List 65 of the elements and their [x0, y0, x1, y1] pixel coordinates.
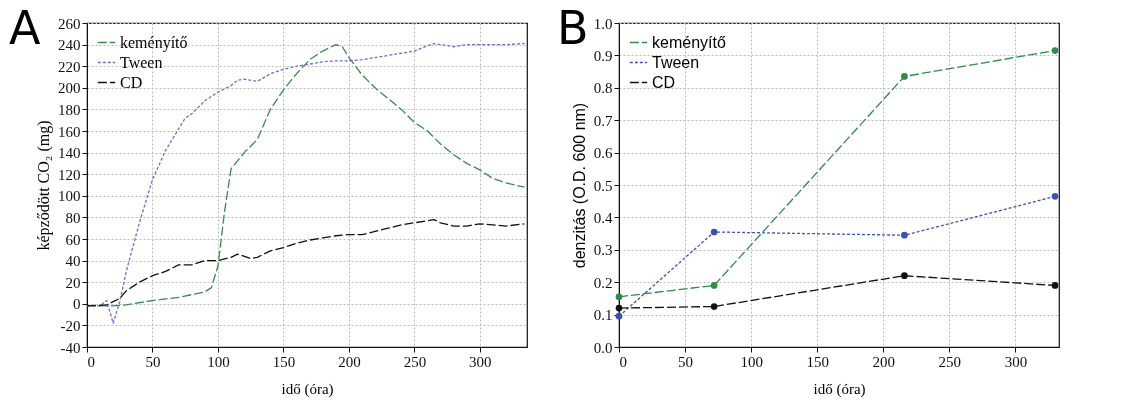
y-tick-label: 0.5	[593, 177, 613, 194]
x-tick-label: 0	[619, 353, 627, 370]
legend-label: keményítő	[120, 33, 188, 52]
y-tick-label: 0.4	[593, 209, 613, 226]
point	[615, 293, 623, 301]
point	[710, 282, 718, 289]
y-tick-label: 0.7	[593, 112, 613, 129]
y-tick-label: 0.3	[593, 242, 613, 259]
x-tick-label: 150	[272, 353, 296, 370]
x-tick-label: 200	[872, 353, 896, 370]
x-tick-label: 300	[469, 353, 492, 370]
point	[901, 272, 908, 280]
x-tick-label: 0	[87, 353, 95, 370]
y-tick-label: 100	[58, 188, 81, 205]
point	[1051, 192, 1059, 200]
chart-title: A	[9, 1, 41, 55]
y-tick-label: 240	[58, 37, 81, 54]
y-tick-label: -40	[60, 339, 81, 356]
y-tick-label: 0.1	[593, 307, 613, 324]
y-tick-label: 0.9	[593, 47, 613, 64]
point	[710, 303, 718, 310]
y-axis-title: képződött CO₂ (mg)	[35, 120, 53, 251]
point	[1051, 47, 1059, 54]
y-tick-label: 180	[58, 101, 81, 118]
legend-label: CD	[120, 73, 143, 91]
x-tick-label: 300	[1004, 353, 1028, 370]
y-tick-label: 120	[58, 166, 81, 183]
y-tick-label: 200	[58, 80, 81, 97]
legend-label: keményítő	[652, 33, 726, 51]
y-axis-title: denzitás (O.D. 600 nm)	[570, 102, 588, 269]
point	[615, 304, 623, 312]
x-axis-title: idő (óra)	[813, 380, 866, 398]
legend-label: Tween	[652, 53, 700, 71]
y-tick-label: 80	[65, 209, 81, 226]
y-tick-label: 20	[65, 274, 81, 291]
point	[615, 312, 623, 320]
y-tick-label: 0.8	[593, 80, 613, 97]
x-tick-label: 250	[938, 353, 962, 370]
point	[901, 231, 908, 239]
y-tick-label: 60	[65, 231, 81, 248]
y-tick-label: 140	[58, 145, 81, 162]
x-axis-title: idő (óra)	[281, 380, 334, 398]
x-tick-label: 100	[207, 353, 230, 370]
x-tick-label: 200	[338, 353, 361, 370]
chart-title: B	[557, 1, 589, 55]
y-tick-label: 0	[73, 296, 81, 313]
x-tick-label: 50	[678, 353, 694, 370]
y-tick-label: 260	[58, 15, 81, 32]
y-tick-label: 160	[58, 123, 81, 140]
legend-label: Tween	[120, 53, 163, 71]
y-tick-label: 1.0	[593, 15, 613, 32]
y-tick-label: 0.2	[593, 274, 613, 291]
y-tick-label: 40	[65, 253, 81, 270]
x-tick-label: 150	[806, 353, 829, 370]
x-tick-label: 100	[740, 353, 763, 370]
x-tick-label: 250	[403, 353, 427, 370]
y-tick-label: 0.6	[593, 145, 613, 162]
legend-label: CD	[652, 73, 676, 91]
point	[1051, 282, 1059, 289]
y-tick-label: 0.0	[593, 339, 613, 356]
y-tick-label: 220	[58, 58, 81, 75]
y-tick-label: -20	[60, 317, 81, 334]
x-tick-label: 50	[145, 353, 161, 370]
point	[710, 228, 718, 236]
point	[901, 73, 908, 80]
